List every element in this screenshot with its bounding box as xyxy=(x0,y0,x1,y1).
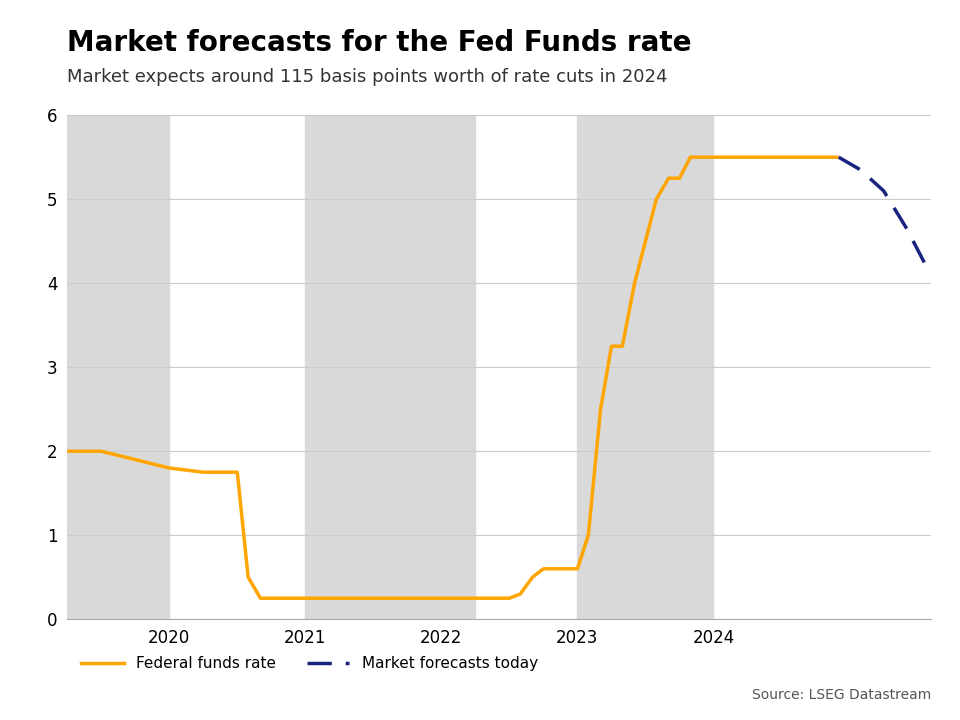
Market forecasts today xyxy=(854,166,866,174)
Federal funds rate xyxy=(833,153,845,161)
Federal funds rate xyxy=(674,174,685,183)
Federal funds rate xyxy=(300,594,311,603)
Line: Market forecasts today: Market forecasts today xyxy=(839,157,928,271)
Federal funds rate xyxy=(527,573,539,582)
Federal funds rate xyxy=(538,564,549,573)
Federal funds rate xyxy=(639,237,651,246)
Text: Source: LSEG Datastream: Source: LSEG Datastream xyxy=(752,688,931,702)
Bar xyxy=(305,115,475,619)
Federal funds rate xyxy=(629,279,640,287)
Federal funds rate xyxy=(481,594,492,603)
Federal funds rate xyxy=(515,590,526,598)
Federal funds rate xyxy=(616,342,628,351)
Federal funds rate xyxy=(221,468,232,477)
Federal funds rate xyxy=(231,468,243,477)
Bar xyxy=(67,115,169,619)
Federal funds rate xyxy=(595,405,607,413)
Federal funds rate xyxy=(651,195,662,204)
Market forecasts today xyxy=(833,153,845,161)
Federal funds rate xyxy=(469,594,481,603)
Federal funds rate xyxy=(742,153,754,161)
Federal funds rate xyxy=(95,447,107,456)
Federal funds rate xyxy=(684,153,696,161)
Federal funds rate xyxy=(662,174,674,183)
Federal funds rate xyxy=(571,564,583,573)
Federal funds rate xyxy=(776,153,787,161)
Federal funds rate xyxy=(492,594,504,603)
Federal funds rate xyxy=(721,153,732,161)
Bar xyxy=(577,115,713,619)
Federal funds rate xyxy=(436,594,447,603)
Federal funds rate xyxy=(61,447,73,456)
Market forecasts today xyxy=(923,266,934,275)
Market forecasts today xyxy=(900,225,912,233)
Legend: Federal funds rate, Market forecasts today: Federal funds rate, Market forecasts tod… xyxy=(75,650,543,677)
Federal funds rate xyxy=(561,564,572,573)
Federal funds rate xyxy=(243,573,254,582)
Federal funds rate xyxy=(708,153,719,161)
Federal funds rate xyxy=(130,455,141,464)
Federal funds rate xyxy=(198,468,209,477)
Line: Federal funds rate: Federal funds rate xyxy=(67,157,839,598)
Federal funds rate xyxy=(254,594,266,603)
Federal funds rate xyxy=(368,594,379,603)
Federal funds rate xyxy=(697,153,708,161)
Federal funds rate xyxy=(583,531,594,539)
Federal funds rate xyxy=(548,564,560,573)
Market forecasts today xyxy=(877,186,889,195)
Federal funds rate xyxy=(163,464,175,472)
Federal funds rate xyxy=(606,342,617,351)
Text: Market forecasts for the Fed Funds rate: Market forecasts for the Fed Funds rate xyxy=(67,29,692,57)
Federal funds rate xyxy=(266,594,277,603)
Federal funds rate xyxy=(810,153,822,161)
Federal funds rate xyxy=(504,594,516,603)
Text: Market expects around 115 basis points worth of rate cuts in 2024: Market expects around 115 basis points w… xyxy=(67,68,668,86)
